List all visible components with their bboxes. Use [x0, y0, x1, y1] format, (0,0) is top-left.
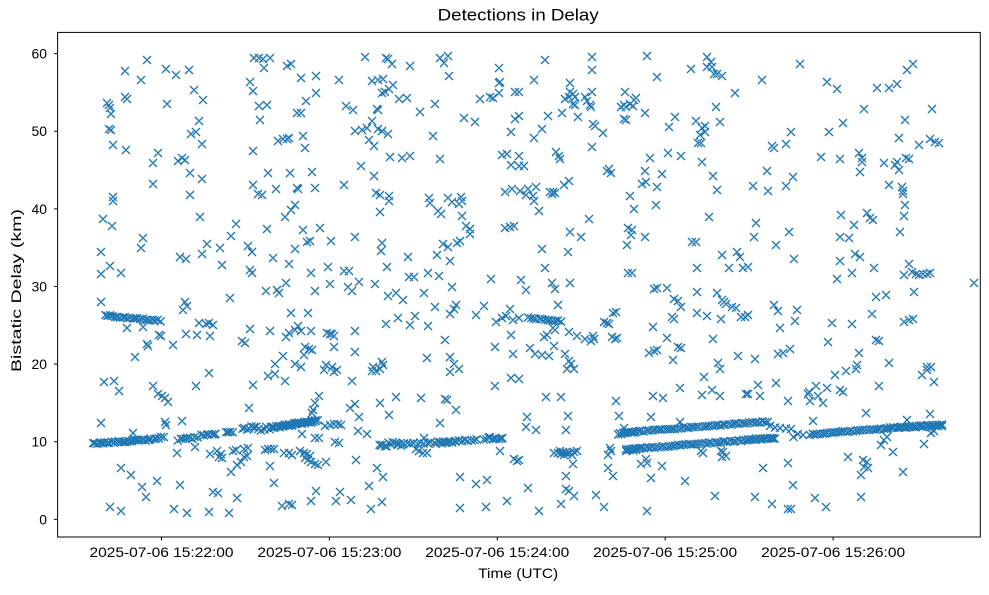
svg-text:2025-07-06 15:24:00: 2025-07-06 15:24:00 [425, 544, 569, 560]
svg-text:30: 30 [32, 278, 48, 294]
svg-text:2025-07-06 15:25:00: 2025-07-06 15:25:00 [593, 544, 737, 560]
svg-text:10: 10 [32, 434, 48, 450]
svg-text:Time (UTC): Time (UTC) [478, 565, 558, 581]
svg-text:0: 0 [39, 511, 47, 527]
svg-text:Detections in Delay: Detections in Delay [438, 6, 600, 25]
svg-text:60: 60 [32, 46, 48, 62]
svg-text:50: 50 [32, 123, 48, 139]
svg-text:40: 40 [32, 201, 48, 217]
svg-text:2025-07-06 15:23:00: 2025-07-06 15:23:00 [257, 544, 401, 560]
svg-text:2025-07-06 15:26:00: 2025-07-06 15:26:00 [761, 544, 905, 560]
svg-text:2025-07-06 15:22:00: 2025-07-06 15:22:00 [90, 544, 234, 560]
svg-text:20: 20 [32, 356, 48, 372]
svg-text:Bistatic Delay (km): Bistatic Delay (km) [8, 209, 24, 372]
